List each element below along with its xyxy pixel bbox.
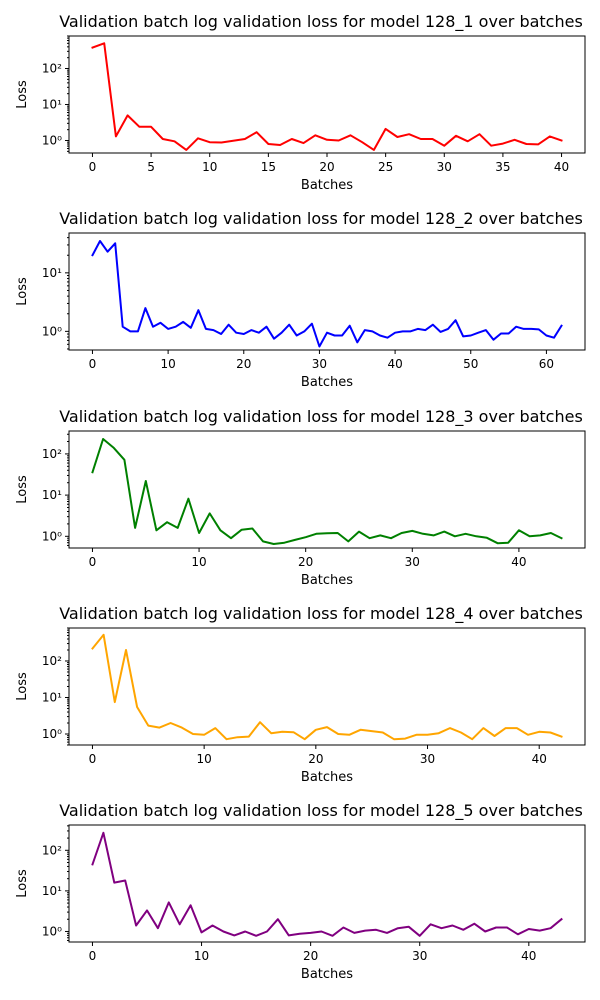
y-tick-label: 10¹ xyxy=(42,488,62,502)
y-tick-label: 10¹ xyxy=(42,884,62,898)
x-axis-label: Batches xyxy=(301,375,353,390)
x-tick-label: 30 xyxy=(412,949,427,963)
x-tick-label: 30 xyxy=(405,555,420,569)
x-tick-label: 40 xyxy=(554,160,569,174)
x-tick-label: 10 xyxy=(191,555,206,569)
x-tick-label: 10 xyxy=(160,357,175,371)
x-tick-label: 0 xyxy=(89,752,97,766)
y-tick-label: 10² xyxy=(42,654,62,668)
x-tick-label: 0 xyxy=(89,160,97,174)
chart-title: Validation batch log validation loss for… xyxy=(59,12,583,32)
chart-panel-1: Validation batch log validation loss for… xyxy=(15,12,586,193)
plot-area-frame xyxy=(68,35,586,154)
x-tick-label: 10 xyxy=(202,160,217,174)
y-axis-label: Loss xyxy=(15,80,30,109)
chart-title: Validation batch log validation loss for… xyxy=(59,209,583,229)
y-axis-label: Loss xyxy=(15,277,30,306)
series-line xyxy=(91,438,563,545)
y-tick-label: 10⁰ xyxy=(42,324,62,338)
chart-panel-2: Validation batch log validation loss for… xyxy=(15,209,586,390)
chart-panel-4: Validation batch log validation loss for… xyxy=(15,604,586,785)
x-tick-label: 20 xyxy=(303,949,318,963)
x-tick-label: 30 xyxy=(437,160,452,174)
y-tick-label: 10² xyxy=(42,62,62,76)
x-axis-label: Batches xyxy=(301,178,353,193)
series-line xyxy=(91,240,563,348)
y-tick-label: 10¹ xyxy=(42,266,62,280)
y-tick-label: 10² xyxy=(42,843,62,857)
x-axis-label: Batches xyxy=(301,770,353,785)
x-tick-label: 20 xyxy=(298,555,313,569)
series-line xyxy=(91,831,563,937)
x-tick-label: 25 xyxy=(378,160,393,174)
y-tick-label: 10⁰ xyxy=(42,529,62,543)
x-tick-label: 10 xyxy=(197,752,212,766)
x-axis-label: Batches xyxy=(301,573,353,588)
x-tick-label: 5 xyxy=(147,160,155,174)
chart-panel-5: Validation batch log validation loss for… xyxy=(15,801,586,982)
plot-area-frame xyxy=(68,627,586,746)
x-tick-label: 50 xyxy=(463,357,478,371)
plot-area-frame xyxy=(68,430,586,549)
chart-title: Validation batch log validation loss for… xyxy=(59,407,583,427)
y-axis-label: Loss xyxy=(15,869,30,898)
x-tick-label: 0 xyxy=(89,357,97,371)
x-tick-label: 40 xyxy=(511,555,526,569)
x-tick-label: 15 xyxy=(261,160,276,174)
x-tick-label: 0 xyxy=(89,555,97,569)
y-tick-label: 10¹ xyxy=(42,98,62,112)
x-tick-label: 0 xyxy=(89,949,97,963)
y-tick-label: 10⁰ xyxy=(42,924,62,938)
series-line xyxy=(91,633,563,741)
x-axis-label: Batches xyxy=(301,967,353,982)
series-line xyxy=(91,42,563,151)
y-tick-label: 10⁰ xyxy=(42,134,62,148)
chart-title: Validation batch log validation loss for… xyxy=(59,604,583,624)
x-tick-label: 20 xyxy=(308,752,323,766)
y-tick-label: 10⁰ xyxy=(42,727,62,741)
x-tick-label: 20 xyxy=(236,357,251,371)
x-tick-label: 30 xyxy=(312,357,327,371)
y-axis-label: Loss xyxy=(15,475,30,504)
x-tick-label: 40 xyxy=(532,752,547,766)
x-tick-label: 10 xyxy=(194,949,209,963)
x-tick-label: 40 xyxy=(521,949,536,963)
plot-area-frame xyxy=(68,824,586,943)
chart-panel-3: Validation batch log validation loss for… xyxy=(15,407,586,588)
x-tick-label: 20 xyxy=(319,160,334,174)
chart-title: Validation batch log validation loss for… xyxy=(59,801,583,821)
y-tick-label: 10² xyxy=(42,447,62,461)
plot-area-frame xyxy=(68,232,586,351)
x-tick-label: 35 xyxy=(495,160,510,174)
y-axis-label: Loss xyxy=(15,672,30,701)
x-tick-label: 40 xyxy=(387,357,402,371)
x-tick-label: 30 xyxy=(420,752,435,766)
y-tick-label: 10¹ xyxy=(42,690,62,704)
x-tick-label: 60 xyxy=(539,357,554,371)
